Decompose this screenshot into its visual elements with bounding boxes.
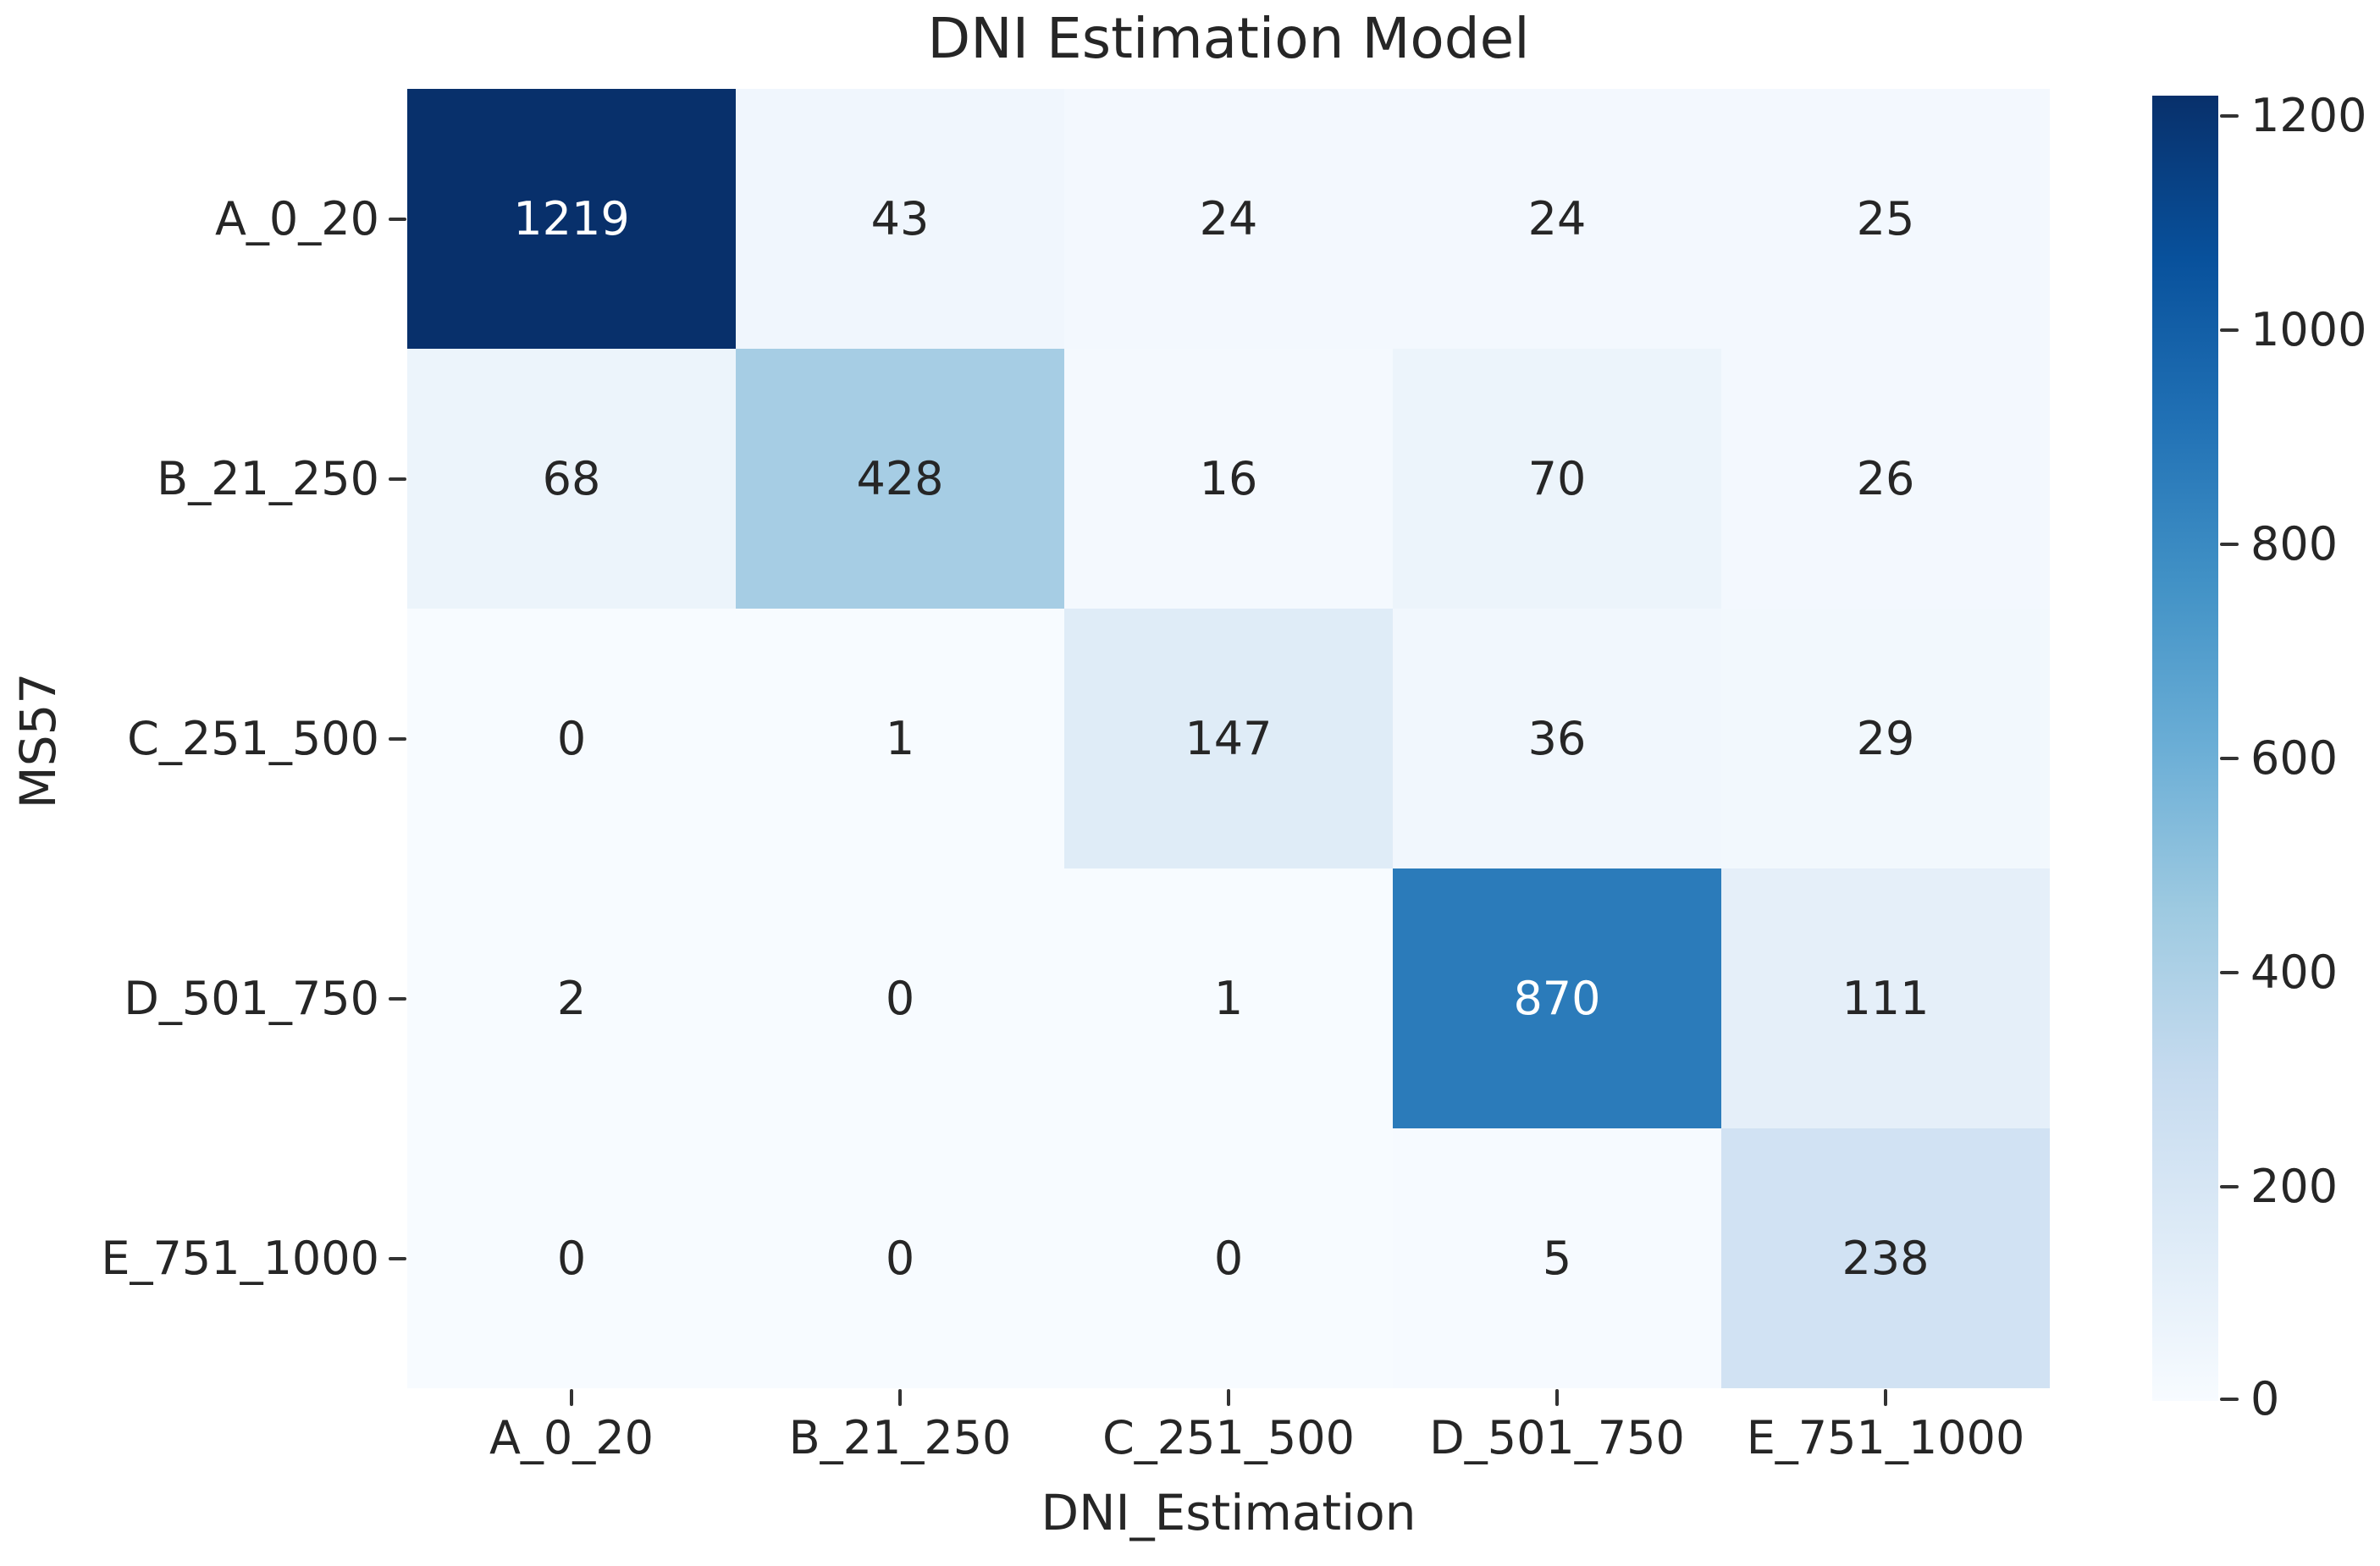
heatmap-cell: 147 xyxy=(1064,609,1393,868)
heatmap-cell: 0 xyxy=(736,1128,1064,1388)
heatmap-cell: 24 xyxy=(1393,89,1721,349)
colorbar-tick-label: 400 xyxy=(2250,946,2339,999)
colorbar-tick-label: 800 xyxy=(2250,517,2339,571)
chart-title: DNI Estimation Model xyxy=(927,6,1530,71)
colorbar xyxy=(2152,96,2218,1401)
heatmap-cell: 0 xyxy=(407,609,736,868)
heatmap-cell: 5 xyxy=(1393,1128,1721,1388)
heatmap-cell: 238 xyxy=(1721,1128,2050,1388)
heatmap-cell: 68 xyxy=(407,349,736,609)
heatmap-cell: 16 xyxy=(1064,349,1393,609)
x-tick-mark xyxy=(1884,1389,1887,1406)
heatmap-cell: 0 xyxy=(736,868,1064,1128)
x-axis-title: DNI_Estimation xyxy=(1041,1484,1416,1541)
x-tick-label: B_21_250 xyxy=(788,1411,1012,1464)
y-tick-mark xyxy=(389,477,406,481)
heatmap-grid: 1219 43 24 24 25 68 428 16 70 26 0 1 147 36 29 2 0 1 870 11… xyxy=(407,89,2050,1388)
heatmap-cell: 1219 xyxy=(407,89,736,349)
colorbar-tick-label: 0 xyxy=(2250,1372,2280,1425)
y-tick-label: B_21_250 xyxy=(157,451,379,505)
y-tick-mark xyxy=(389,1256,406,1260)
heatmap-cell: 2 xyxy=(407,868,736,1128)
heatmap-cell: 1 xyxy=(1064,868,1393,1128)
heatmap-cell: 43 xyxy=(736,89,1064,349)
y-tick-mark xyxy=(389,217,406,221)
heatmap-cell: 70 xyxy=(1393,349,1721,609)
colorbar-tick-label: 200 xyxy=(2250,1160,2339,1213)
y-tick-label: E_751_1000 xyxy=(101,1231,379,1285)
x-tick-mark xyxy=(1227,1389,1230,1406)
colorbar-tick-mark xyxy=(2220,328,2239,333)
heatmap-cell: 25 xyxy=(1721,89,2050,349)
y-tick-label: D_501_750 xyxy=(124,971,379,1025)
colorbar-tick-mark xyxy=(2220,1398,2239,1401)
colorbar-tick-mark xyxy=(2220,543,2239,547)
colorbar-tick-label: 1000 xyxy=(2250,303,2367,357)
y-tick-label: C_251_500 xyxy=(127,711,379,765)
colorbar-tick-mark xyxy=(2220,757,2239,761)
colorbar-tick-mark xyxy=(2220,114,2239,119)
y-tick-mark xyxy=(389,996,406,1001)
x-tick-mark xyxy=(898,1389,902,1406)
heatmap-cell: 1 xyxy=(736,609,1064,868)
x-tick-label: E_751_1000 xyxy=(1746,1411,2025,1464)
colorbar-tick-label: 1200 xyxy=(2250,89,2367,143)
colorbar-tick-mark xyxy=(2220,971,2239,974)
heatmap-cell: 26 xyxy=(1721,349,2050,609)
x-tick-label: A_0_20 xyxy=(489,1411,654,1464)
heatmap-cell: 0 xyxy=(407,1128,736,1388)
x-tick-mark xyxy=(1555,1389,1559,1406)
y-tick-mark xyxy=(389,736,406,741)
heatmap-cell: 111 xyxy=(1721,868,2050,1128)
heatmap-cell: 29 xyxy=(1721,609,2050,868)
heatmap-cell: 24 xyxy=(1064,89,1393,349)
heatmap-cell: 0 xyxy=(1064,1128,1393,1388)
x-tick-label: D_501_750 xyxy=(1429,1411,1685,1464)
x-tick-mark xyxy=(570,1389,573,1406)
y-tick-label: A_0_20 xyxy=(214,191,379,245)
heatmap-cell: 428 xyxy=(736,349,1064,609)
x-tick-label: C_251_500 xyxy=(1102,1411,1355,1464)
colorbar-tick-label: 600 xyxy=(2250,731,2339,786)
colorbar-tick-mark xyxy=(2220,1185,2239,1188)
heatmap-cell: 870 xyxy=(1393,868,1721,1128)
heatmap-cell: 36 xyxy=(1393,609,1721,868)
